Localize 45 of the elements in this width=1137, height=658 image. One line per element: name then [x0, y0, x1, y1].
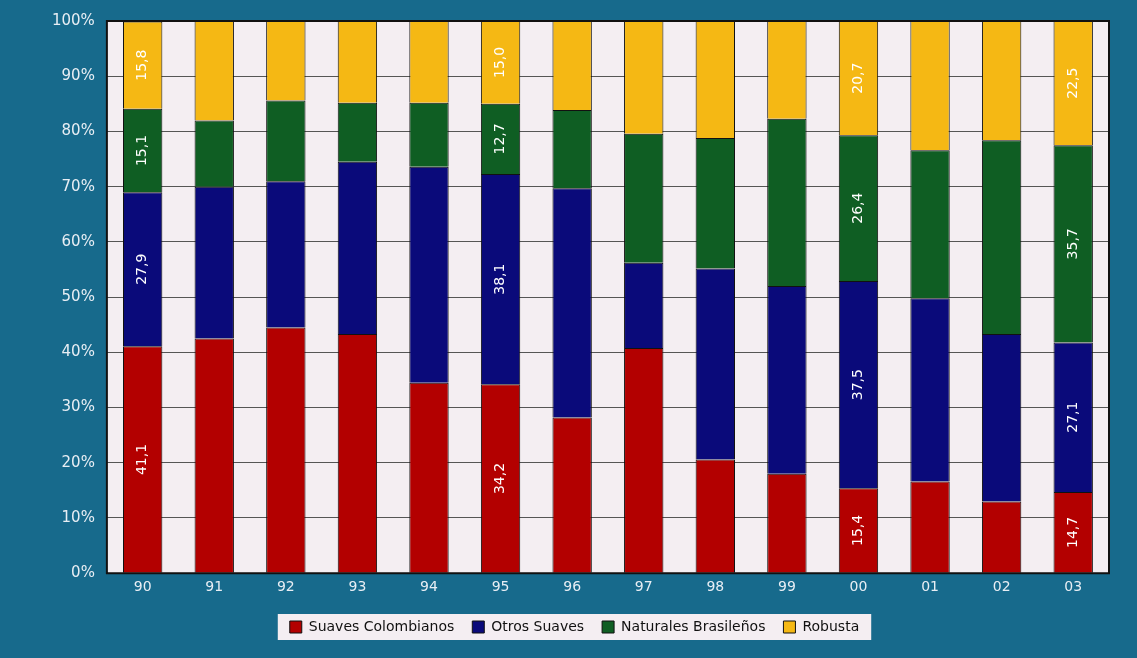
data-label: 12,7 [491, 123, 508, 155]
legend-label: Naturales Brasileños [621, 617, 766, 634]
x-tick-label: 00 [849, 578, 868, 595]
x-tick-label: 94 [420, 578, 438, 595]
x-tick-label: 90 [133, 578, 152, 595]
x-tick-label: 02 [992, 578, 1011, 595]
y-tick-label: 40% [61, 342, 95, 361]
data-label: 38,1 [491, 263, 508, 295]
x-tick-label: 92 [276, 578, 295, 595]
legend-label: Suaves Colombianos [308, 617, 455, 634]
data-label: 15,0 [491, 46, 508, 78]
y-tick-label: 20% [61, 452, 95, 471]
y-tick-label: 60% [61, 231, 95, 250]
x-tick-label: 03 [1064, 578, 1083, 595]
x-tick-label: 97 [634, 578, 653, 595]
data-label: 37,5 [849, 369, 866, 401]
y-tick-label: 90% [61, 66, 95, 85]
y-tick-label: 10% [61, 507, 95, 526]
x-tick-label: 98 [706, 578, 725, 595]
data-label: 22,5 [1063, 67, 1080, 99]
data-label: 20,7 [849, 62, 866, 94]
data-label: 15,8 [133, 49, 150, 81]
data-label: 41,1 [133, 443, 150, 476]
y-tick-label: 0% [71, 563, 95, 582]
data-label: 35,7 [1063, 228, 1080, 260]
data-label: 34,2 [491, 462, 508, 495]
data-label: 15,4 [849, 514, 866, 547]
x-tick-label: 95 [491, 578, 510, 595]
data-label: 15,1 [133, 134, 150, 167]
y-tick-label: 80% [61, 121, 95, 140]
data-label: 26,4 [849, 192, 866, 224]
y-tick-label: 100% [51, 10, 95, 29]
y-tick-label: 30% [61, 397, 95, 416]
x-tick-label: 93 [348, 578, 367, 595]
x-tick-label: 01 [921, 578, 939, 595]
y-tick-label: 50% [61, 286, 95, 305]
data-label: 27,9 [133, 253, 150, 285]
legend-label: Robusta [802, 617, 860, 634]
x-tick-label: 99 [777, 578, 796, 595]
data-label: 14,7 [1063, 516, 1080, 548]
x-tick-label: 96 [563, 578, 582, 595]
x-tick-label: 91 [205, 578, 224, 595]
legend-label: Otros Suaves [491, 617, 585, 634]
data-label: 27,1 [1063, 401, 1080, 433]
y-tick-label: 70% [61, 176, 95, 195]
